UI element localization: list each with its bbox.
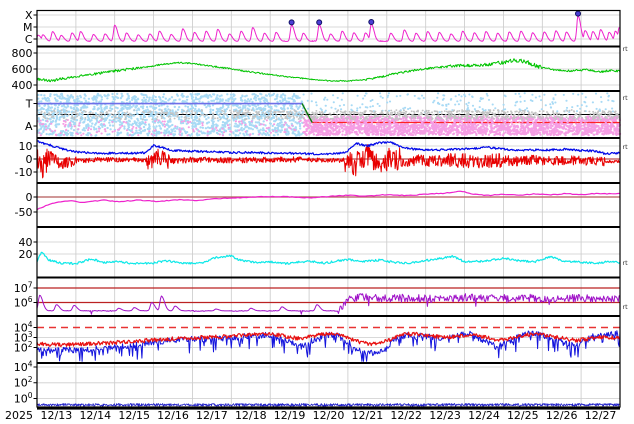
flare-event-marker — [316, 19, 323, 26]
y-tick-label: 40 — [19, 236, 33, 249]
chart-frame — [36, 9, 621, 408]
panel-separator — [37, 45, 620, 48]
density-line — [36, 251, 621, 266]
x-axis-date-label: 12/17 — [196, 409, 228, 422]
panel-separator — [37, 137, 620, 139]
x-axis-date-label: 12/15 — [118, 409, 150, 422]
realtime-source-label: rt — [623, 143, 629, 151]
x-axis-date-label: 12/22 — [390, 409, 422, 422]
y-tick-exponent: 3 — [28, 330, 33, 339]
x-axis-year-label: 2025 — [5, 409, 33, 422]
xray-flux-line — [36, 15, 621, 42]
x-axis-date-label: 12/27 — [585, 409, 617, 422]
y-tick-exponent: 6 — [28, 295, 33, 304]
panel-separator — [37, 276, 620, 279]
y-tick-exponent: 4 — [28, 320, 33, 329]
dst-index-line — [36, 190, 621, 211]
panel-separator — [37, 90, 620, 92]
flare-event-marker — [575, 10, 581, 17]
y-tick-label: 107 — [14, 280, 33, 295]
y-tick-label: 0 — [26, 191, 33, 204]
background-flux-line — [36, 403, 621, 407]
x-axis-date-label: 12/26 — [546, 409, 578, 422]
y-tick-exponent: 0 — [28, 391, 33, 400]
y-tick-label: X — [25, 9, 33, 22]
y-tick-label: 10 — [19, 140, 33, 153]
realtime-source-label: rt — [623, 94, 629, 102]
x-axis-date-label: 12/16 — [157, 409, 189, 422]
t-scatter-sparse — [302, 92, 615, 114]
y-tick-label: 400 — [12, 79, 33, 92]
x-axis-date-label: 12/24 — [468, 409, 500, 422]
panel-separator — [37, 362, 620, 364]
y-tick-label: 600 — [12, 63, 33, 76]
realtime-source-label: rt — [623, 45, 629, 53]
y-tick-label: 106 — [14, 295, 33, 310]
bz-component-line — [36, 144, 621, 179]
x-axis-date-label: 12/20 — [313, 409, 345, 422]
solar-wind-speed-line — [36, 58, 621, 83]
source-switch-segment — [301, 103, 313, 123]
x-axis-date-label: 12/23 — [429, 409, 461, 422]
x-axis-date-label: 12/14 — [79, 409, 111, 422]
a-scatter-overlay — [312, 116, 620, 134]
y-tick-label: C — [25, 33, 33, 46]
realtime-source-label: rt — [623, 259, 629, 267]
y-tick-label: -10 — [15, 166, 33, 179]
y-tick-label: 800 — [12, 47, 33, 60]
y-tick-exponent: 7 — [28, 280, 33, 289]
x-axis-date-label: 12/19 — [274, 409, 306, 422]
x-axis-date-label: 12/21 — [352, 409, 384, 422]
proton-flux-blue-line — [36, 330, 621, 362]
panel-separator — [37, 315, 620, 317]
y-tick-label: -50 — [15, 206, 33, 219]
x-axis-date-label: 12/25 — [507, 409, 539, 422]
y-tick-exponent: 2 — [28, 375, 33, 384]
y-tick-label: 102 — [14, 375, 33, 390]
y-tick-exponent: 4 — [28, 359, 33, 368]
y-tick-label: M — [23, 21, 33, 34]
y-tick-label: 100 — [14, 391, 33, 406]
realtime-source-label: rt — [623, 303, 629, 311]
y-tick-label: T — [25, 97, 33, 110]
y-tick-label: 102 — [14, 340, 33, 355]
electron-flux-line — [36, 293, 621, 315]
flare-event-marker — [288, 19, 295, 26]
proton-flux-red-line — [36, 331, 621, 347]
panel-separator — [37, 182, 620, 184]
y-tick-exponent: 2 — [28, 340, 33, 349]
boundary-scatter-gray-2 — [232, 110, 621, 120]
x-axis-line — [37, 407, 620, 410]
panel-separator — [37, 226, 620, 228]
y-tick-label: 20 — [19, 248, 33, 261]
y-tick-label: 104 — [14, 359, 33, 374]
flare-event-marker — [368, 19, 375, 25]
x-axis-date-label: 12/13 — [41, 409, 73, 422]
y-tick-label: 0 — [26, 153, 33, 166]
bt-total-field-line — [36, 140, 621, 156]
x-axis-date-label: 12/18 — [235, 409, 267, 422]
y-tick-label: A — [25, 120, 33, 133]
